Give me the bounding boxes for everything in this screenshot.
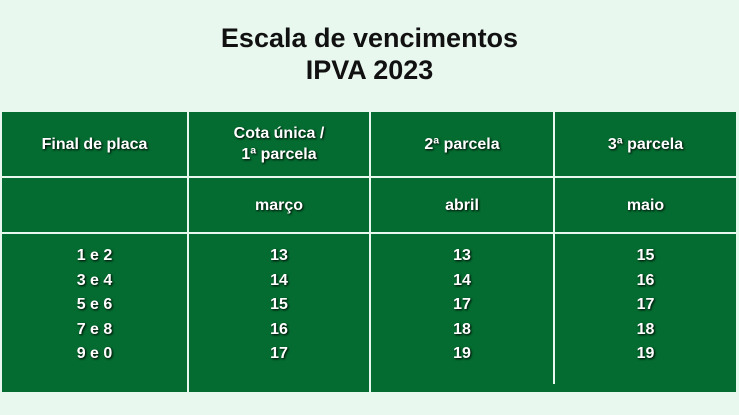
abril-dates-column: 13 14 17 18 19	[453, 247, 471, 362]
due-dates-table: Final de placa Cota única / 1ª parcela 2…	[2, 112, 736, 392]
header-cota-unica: Cota única / 1ª parcela	[233, 125, 325, 163]
month-abril: abril	[445, 196, 479, 214]
header-3a-parcela: 3ª parcela	[607, 135, 684, 153]
divider	[553, 112, 555, 384]
divider	[2, 232, 736, 234]
month-maio: maio	[626, 196, 665, 214]
divider	[187, 112, 189, 392]
header-final-de-placa: Final de placa	[41, 135, 148, 153]
plate-endings-column: 1 e 2 3 e 4 5 e 6 7 e 8 9 e 0	[76, 247, 113, 362]
marco-dates-column: 13 14 15 16 17	[270, 247, 288, 362]
page-title: Escala de vencimentos IPVA 2023	[220, 23, 519, 85]
divider	[369, 112, 371, 392]
header-2a-parcela: 2ª parcela	[424, 135, 500, 153]
maio-dates-column: 15 16 17 18 19	[636, 247, 655, 362]
month-marco: março	[254, 196, 304, 214]
divider	[2, 176, 736, 178]
